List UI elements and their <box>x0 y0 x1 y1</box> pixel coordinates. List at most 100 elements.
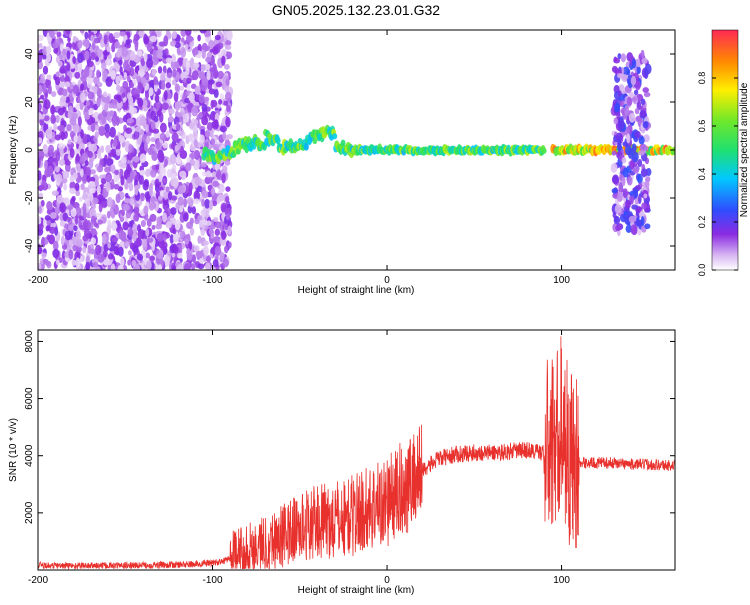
heatmap-cell <box>67 36 71 43</box>
heatmap-cell <box>48 144 55 154</box>
heatmap-cell <box>155 223 163 230</box>
heatmap-cell <box>186 221 194 230</box>
heatmap-cell <box>101 62 107 70</box>
heatmap-cell <box>224 44 232 50</box>
heatmap-cell <box>223 245 229 254</box>
heatmap-cell <box>140 219 146 228</box>
heatmap-cell <box>186 251 193 261</box>
heatmap-cell <box>96 69 101 79</box>
heatmap-cell <box>640 216 645 227</box>
heatmap-cell <box>103 34 108 45</box>
heatmap-cell <box>297 137 303 145</box>
heatmap-cell <box>65 164 70 172</box>
heatmap-cell <box>154 94 160 103</box>
heatmap-cell <box>164 159 168 167</box>
colorbar-tick-label: 0.2 <box>697 216 707 229</box>
heatmap-cell <box>172 264 177 270</box>
heatmap-cell <box>80 183 85 191</box>
heatmap-cell <box>193 131 198 141</box>
heatmap-cell <box>622 66 630 76</box>
heatmap-cell <box>626 133 631 144</box>
heatmap-cell <box>143 36 150 45</box>
heatmap-cell <box>72 244 78 252</box>
heatmap-cell <box>39 184 45 190</box>
heatmap-cell <box>150 120 156 130</box>
heatmap-cell <box>637 173 643 185</box>
heatmap-cell <box>180 230 186 239</box>
heatmap-cell <box>113 245 120 255</box>
heatmap-cell <box>82 246 87 254</box>
heatmap-cell <box>134 129 139 140</box>
heatmap-cell <box>38 170 42 181</box>
spectrogram-x-tick-label: -200 <box>28 275 48 286</box>
heatmap-cell <box>171 54 176 63</box>
heatmap-cell <box>75 230 81 241</box>
heatmap-cell <box>225 39 232 46</box>
heatmap-cell <box>149 35 157 43</box>
heatmap-cell <box>120 156 127 165</box>
heatmap-cell <box>105 132 110 139</box>
heatmap-cell <box>159 122 167 133</box>
heatmap-cell <box>221 55 226 66</box>
heatmap-cell <box>201 171 207 177</box>
heatmap-cell <box>214 235 220 242</box>
heatmap-cell <box>197 215 203 221</box>
heatmap-cell <box>105 174 113 182</box>
heatmap-cell <box>213 217 219 223</box>
colorbar-label: Normalized spectral amplitude <box>739 82 750 217</box>
heatmap-cell <box>108 32 114 44</box>
heatmap-cell <box>212 143 220 151</box>
heatmap-cell <box>90 215 96 225</box>
heatmap-cell <box>197 263 205 270</box>
heatmap-cell <box>625 199 631 209</box>
heatmap-cell <box>55 71 60 78</box>
heatmap-cell <box>640 168 648 177</box>
heatmap-cell <box>45 260 51 267</box>
heatmap-cell <box>191 206 197 215</box>
heatmap-cell <box>169 153 177 165</box>
heatmap-cell <box>131 259 137 267</box>
heatmap-cell <box>174 83 180 93</box>
heatmap-cell <box>164 48 169 56</box>
heatmap-cell <box>107 224 112 230</box>
heatmap-cell <box>119 65 123 74</box>
heatmap-cell <box>180 72 185 81</box>
heatmap-cell <box>642 87 650 93</box>
heatmap-cell <box>633 188 638 199</box>
heatmap-cell <box>194 176 202 186</box>
heatmap-cell <box>119 216 125 223</box>
heatmap-cell <box>193 149 201 160</box>
heatmap-cell <box>176 112 183 118</box>
heatmap-cell <box>639 110 647 119</box>
heatmap-cell <box>90 122 96 133</box>
heatmap-cell <box>69 83 74 90</box>
heatmap-cell <box>90 34 95 42</box>
heatmap-cell <box>43 115 50 122</box>
heatmap-cell <box>87 151 93 159</box>
heatmap-cell <box>118 229 125 241</box>
heatmap-cell <box>205 56 212 63</box>
heatmap-cell <box>119 31 126 37</box>
heatmap-cell <box>43 217 47 228</box>
heatmap-cell <box>134 184 139 196</box>
heatmap-cell <box>38 246 43 255</box>
heatmap-cell <box>204 262 211 270</box>
heatmap-cell <box>46 74 52 80</box>
heatmap-cell <box>214 119 219 129</box>
heatmap-cell <box>45 128 53 138</box>
heatmap-cell <box>77 116 82 127</box>
heatmap-cell <box>184 162 192 172</box>
heatmap-cell <box>74 71 81 79</box>
heatmap-cell <box>170 217 177 225</box>
heatmap-cell <box>617 53 622 60</box>
heatmap-cell <box>78 62 83 72</box>
heatmap-cell <box>49 226 56 234</box>
heatmap-cell <box>60 131 66 141</box>
heatmap-cell <box>151 164 156 171</box>
heatmap-cell <box>151 150 158 162</box>
heatmap-cell <box>312 137 318 145</box>
heatmap-cell <box>156 48 163 59</box>
heatmap-cell <box>97 253 105 263</box>
heatmap-cell <box>214 245 222 256</box>
colorbar-ticks: 0.0 0.2 0.4 0.6 0.8 <box>697 72 738 276</box>
